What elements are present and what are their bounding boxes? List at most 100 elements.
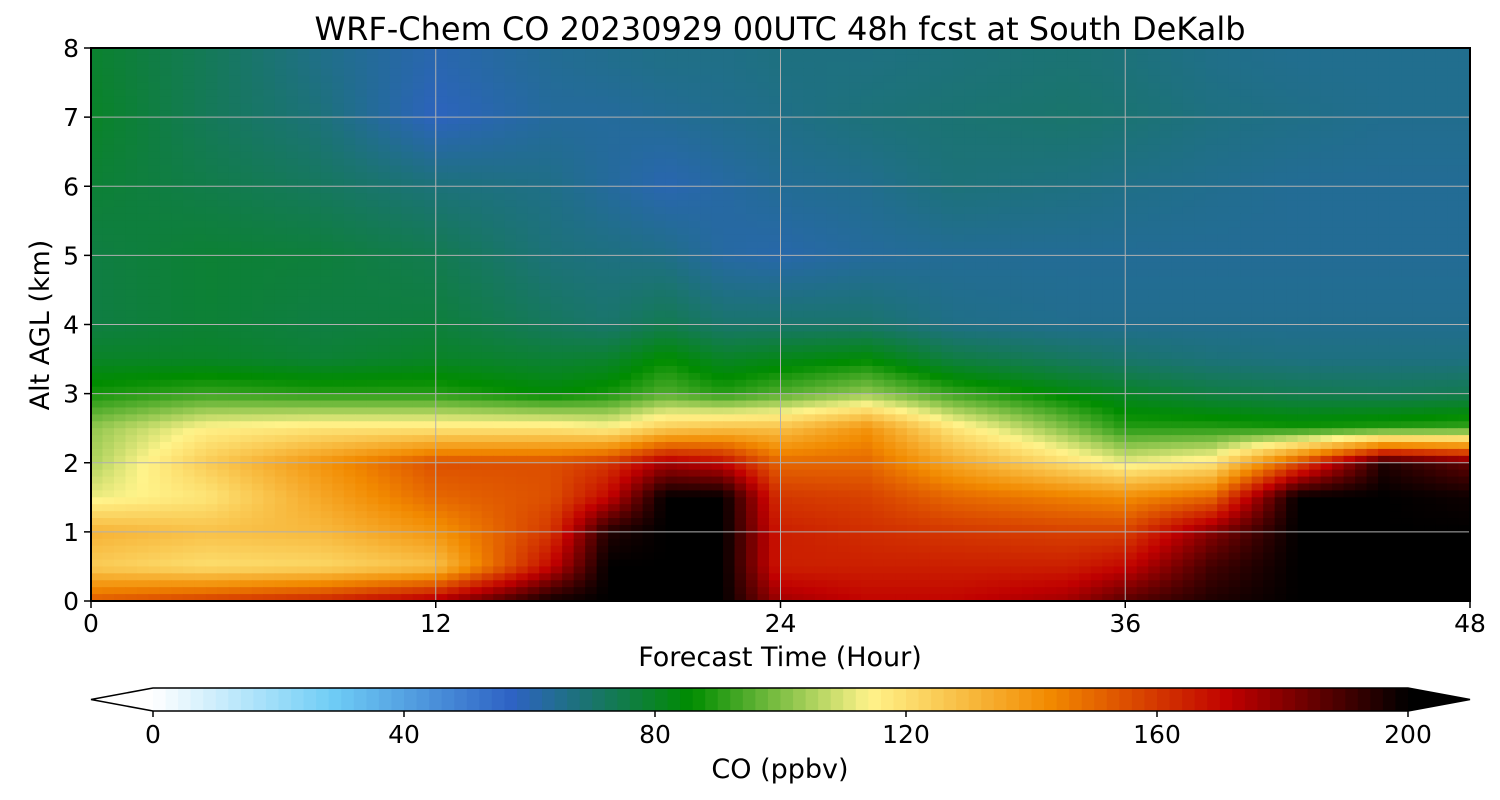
field-cell (1136, 193, 1149, 201)
field-cell (148, 172, 161, 180)
field-cell (562, 331, 575, 339)
field-cell (1205, 165, 1218, 174)
field-cell (1240, 227, 1253, 236)
field-cell (182, 227, 196, 236)
field-cell (895, 200, 908, 208)
field-cell (447, 130, 460, 139)
field-cell (791, 103, 805, 111)
field-cell (1412, 89, 1425, 97)
field-cell (550, 276, 563, 284)
field-cell (872, 130, 885, 139)
field-cell (332, 331, 345, 339)
field-cell (1136, 262, 1149, 270)
field-cell (205, 289, 219, 298)
field-cell (1378, 82, 1391, 91)
field-cell (757, 110, 770, 118)
field-cell (665, 151, 678, 160)
field-cell (1044, 234, 1057, 243)
field-cell (918, 82, 931, 91)
field-cell (435, 82, 448, 91)
field-cell (516, 269, 529, 277)
field-cell (113, 103, 127, 111)
field-cell (814, 82, 828, 91)
field-cell (171, 220, 184, 229)
field-cell (148, 75, 161, 84)
field-cell (240, 241, 253, 250)
field-cell (562, 82, 575, 91)
field-cell (700, 124, 713, 132)
field-cell (1033, 96, 1046, 104)
field-cell (493, 310, 506, 319)
field-cell (1389, 172, 1402, 180)
field-cell (1205, 303, 1218, 312)
field-cell (217, 82, 230, 91)
field-cell (1148, 179, 1161, 187)
field-cell (918, 75, 931, 84)
field-cell (791, 248, 805, 256)
field-cell (1113, 165, 1126, 174)
field-cell (895, 89, 908, 97)
field-cell (309, 48, 322, 56)
field-cell (642, 200, 655, 208)
field-cell (516, 124, 529, 132)
field-cell (527, 234, 540, 243)
field-cell (1424, 206, 1437, 215)
field-cell (286, 310, 299, 319)
field-cell (1378, 310, 1391, 319)
field-cell (1125, 179, 1138, 187)
field-cell (481, 317, 494, 326)
field-cell (1033, 200, 1046, 208)
field-cell (654, 137, 667, 146)
field-cell (171, 117, 184, 125)
field-cell (481, 213, 494, 222)
field-cell (125, 89, 138, 97)
field-cell (746, 48, 759, 56)
field-cell (447, 186, 460, 194)
field-cell (711, 186, 724, 194)
field-cell (746, 289, 759, 298)
field-cell (1148, 186, 1161, 194)
field-cell (562, 179, 575, 187)
field-cell (1366, 317, 1379, 326)
field-cell (240, 310, 253, 319)
field-cell (688, 255, 701, 263)
field-cell (700, 234, 713, 243)
field-cell (1263, 200, 1276, 208)
field-cell (539, 317, 552, 326)
field-cell (1424, 144, 1437, 153)
field-cell (1010, 296, 1023, 305)
field-cell (929, 234, 942, 243)
field-cell (929, 186, 942, 194)
field-cell (1021, 89, 1034, 97)
field-cell (343, 179, 356, 187)
field-cell (435, 310, 448, 319)
field-cell (412, 310, 425, 319)
field-cell (228, 310, 241, 319)
field-cell (1366, 137, 1379, 146)
field-cell (814, 48, 828, 56)
field-cell (148, 89, 161, 97)
field-cell (516, 193, 529, 201)
field-cell (355, 276, 368, 284)
field-cell (1044, 220, 1057, 229)
field-cell (1366, 165, 1379, 174)
field-cell (1389, 137, 1402, 146)
field-cell (182, 296, 196, 305)
field-cell (1263, 172, 1276, 180)
field-cell (1263, 220, 1276, 229)
field-cell (527, 117, 540, 125)
field-cell (918, 186, 931, 194)
field-cell (389, 151, 402, 160)
field-cell (780, 248, 793, 256)
field-cell (1401, 186, 1414, 194)
field-cell (987, 144, 1000, 153)
field-cell (665, 144, 678, 153)
field-cell (677, 82, 690, 91)
field-cell (895, 296, 908, 305)
field-cell (102, 89, 115, 97)
field-cell (458, 331, 471, 339)
field-cell (1136, 303, 1149, 312)
field-cell (619, 255, 632, 263)
field-cell (711, 331, 724, 339)
field-cell (941, 310, 954, 319)
